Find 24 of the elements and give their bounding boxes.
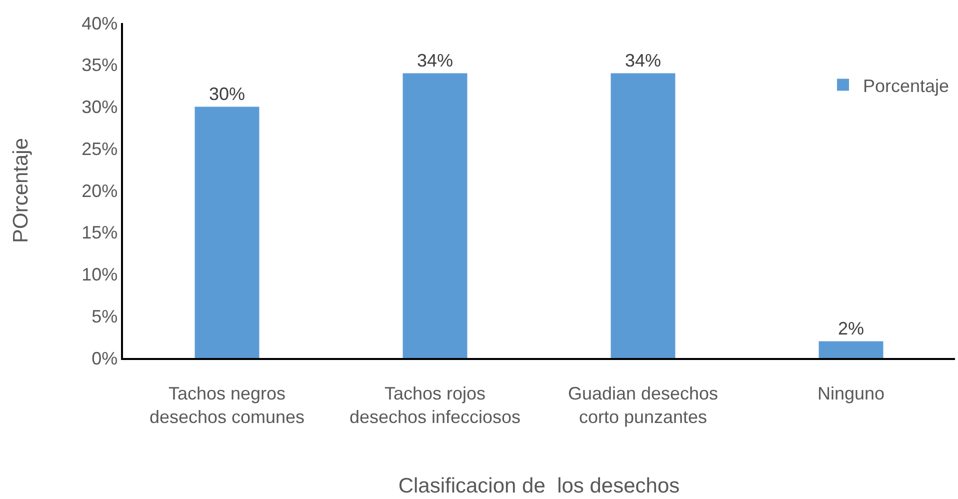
- bar: [402, 73, 468, 358]
- y-tick-label: 15%: [82, 222, 118, 243]
- x-tick-label: Tachos negros desechos comunes: [149, 383, 305, 427]
- bar: [818, 341, 884, 358]
- y-tick-label: 25%: [82, 138, 118, 159]
- data-label: 34%: [416, 50, 454, 70]
- bar: [610, 73, 676, 358]
- y-tick-label: 10%: [82, 264, 118, 285]
- x-tick-label: Ninguno: [817, 383, 885, 404]
- legend-label: Porcentaje: [863, 76, 950, 96]
- y-tick-label: 0%: [92, 348, 118, 368]
- y-axis-title: POrcentaje: [9, 138, 32, 244]
- y-tick-label: 5%: [92, 306, 118, 326]
- y-tick-label: 35%: [82, 55, 118, 76]
- y-tick-label: 20%: [82, 180, 118, 201]
- data-label: 34%: [624, 50, 662, 70]
- bar: [194, 106, 260, 358]
- y-tick-label: 30%: [82, 97, 118, 118]
- data-label: 2%: [838, 318, 864, 338]
- data-label: 30%: [208, 84, 246, 104]
- x-axis-title: Clasificacion de los desechos: [398, 474, 680, 498]
- x-tick-label: Guadian desechos corto punzantes: [568, 383, 718, 427]
- x-tick-label: Tachos rojos desechos infecciosos: [349, 383, 521, 427]
- y-tick-label: 40%: [82, 13, 118, 34]
